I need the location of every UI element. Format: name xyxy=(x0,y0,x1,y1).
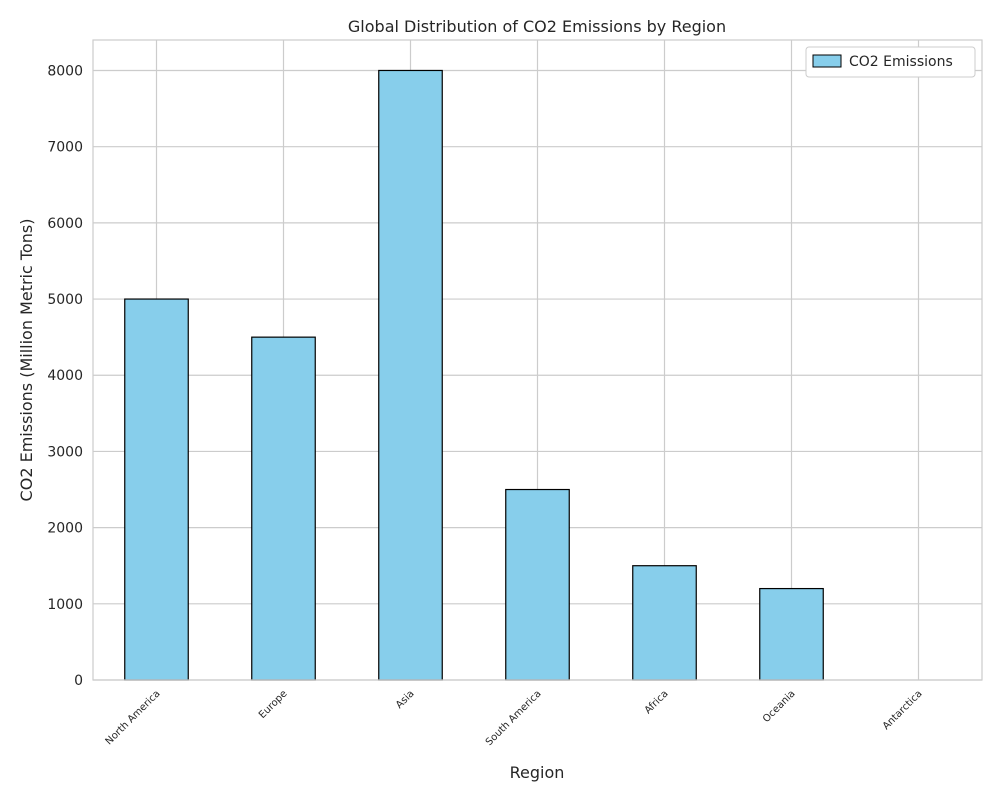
bar xyxy=(632,565,697,681)
y-tick-label: 4000 xyxy=(47,368,83,384)
chart-title: Global Distribution of CO2 Emissions by … xyxy=(348,17,726,36)
bar xyxy=(378,69,443,681)
legend: CO2 Emissions xyxy=(805,46,976,78)
x-tick-label: Oceania xyxy=(761,688,798,725)
bar xyxy=(251,336,316,681)
y-axis-label: CO2 Emissions (Million Metric Tons) xyxy=(17,219,36,502)
y-tick-label: 6000 xyxy=(47,216,83,232)
x-tick-label: South America xyxy=(484,688,544,748)
y-tick-label: 3000 xyxy=(47,444,83,460)
x-tick-label: North America xyxy=(104,688,163,747)
legend-box xyxy=(805,46,976,78)
y-tick-label: 8000 xyxy=(47,63,83,79)
y-tick-label: 5000 xyxy=(47,292,83,308)
y-tick-labels: 0 1000 2000 3000 4000 5000 6000 7000 8000 xyxy=(47,63,83,689)
x-tick-label: Europe xyxy=(257,688,290,721)
y-tick-label: 7000 xyxy=(47,140,83,156)
x-tick-labels: North America Europe Asia South America Afri… xyxy=(104,688,925,748)
x-tick-label: Africa xyxy=(643,688,671,716)
axes-frame xyxy=(92,39,983,681)
bars xyxy=(124,69,824,681)
x-axis-label: Region xyxy=(510,763,565,782)
legend-label: CO2 Emissions xyxy=(849,54,953,70)
bar xyxy=(759,587,824,681)
x-tick-label: Antarctica xyxy=(881,688,925,732)
y-tick-label: 1000 xyxy=(47,597,83,613)
y-tick-label: 0 xyxy=(74,673,83,689)
x-tick-label: Asia xyxy=(394,688,417,711)
legend-swatch xyxy=(812,54,842,68)
bar xyxy=(124,298,189,681)
bar xyxy=(505,488,570,681)
y-tick-label: 2000 xyxy=(47,521,83,537)
